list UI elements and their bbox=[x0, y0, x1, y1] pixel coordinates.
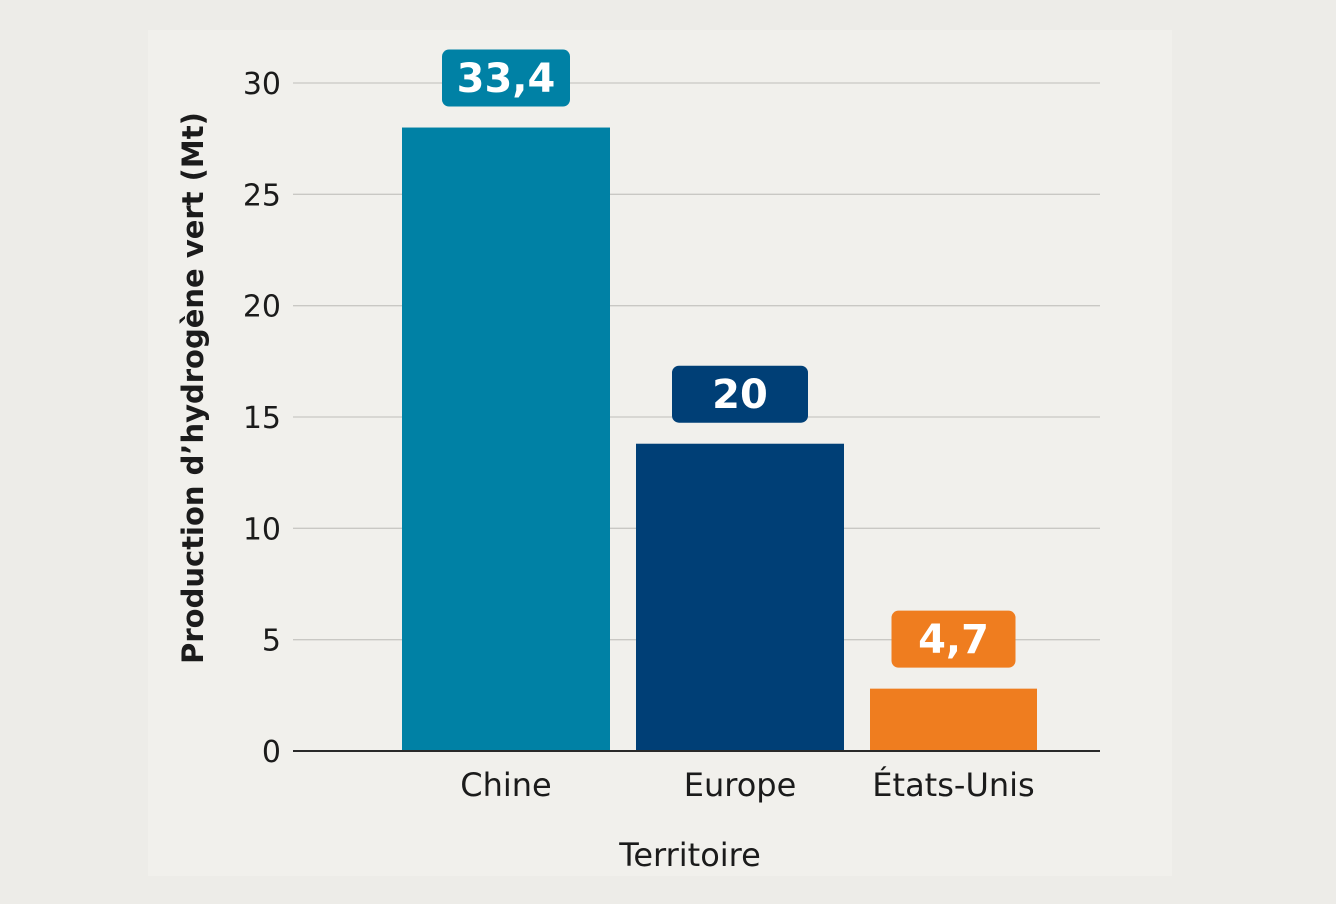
y-tick-label: 15 bbox=[243, 401, 281, 436]
value-label: 4,7 bbox=[918, 617, 989, 663]
x-category-label: États-Unis bbox=[872, 766, 1034, 804]
y-tick-label: 10 bbox=[243, 512, 281, 547]
x-axis-title: Territoire bbox=[618, 836, 761, 874]
value-label-box bbox=[442, 49, 570, 107]
y-tick-label: 5 bbox=[262, 624, 281, 659]
y-tick-label: 20 bbox=[243, 290, 281, 325]
y-axis-title: Production d’hydrogène vert (Mt) bbox=[176, 112, 210, 664]
value-label-box bbox=[891, 610, 1016, 668]
value-label-box bbox=[672, 365, 808, 423]
bar-1 bbox=[636, 443, 844, 751]
value-label: 33,4 bbox=[457, 56, 556, 102]
x-category-label: Europe bbox=[684, 766, 797, 804]
bar-0 bbox=[402, 127, 610, 752]
y-tick-label: 25 bbox=[243, 178, 281, 213]
x-category-labels: Chine Europe États-Unis bbox=[460, 766, 1034, 804]
bar-2 bbox=[870, 688, 1037, 751]
y-tick-label: 0 bbox=[262, 735, 281, 770]
value-labels: 33,4 20 4,7 bbox=[442, 49, 1016, 668]
y-tick-label: 30 bbox=[243, 67, 281, 102]
value-label: 20 bbox=[712, 372, 768, 418]
x-category-label: Chine bbox=[460, 766, 551, 804]
bars bbox=[402, 127, 1037, 752]
y-tick-labels: 0 5 10 15 20 25 30 bbox=[243, 67, 281, 770]
